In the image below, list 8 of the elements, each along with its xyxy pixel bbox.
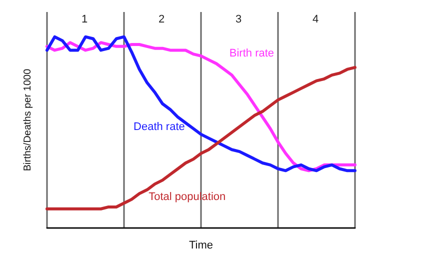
y-axis-title: Births/Deaths per 1000 <box>22 68 34 172</box>
series-label: Death rate <box>134 121 185 134</box>
text: 2 <box>158 14 165 26</box>
x-axis-title: Time <box>188 240 214 252</box>
text: 3 <box>236 14 242 26</box>
series-label: Birth rate <box>229 48 274 60</box>
text: 1 <box>82 14 88 26</box>
text: 4 <box>312 14 319 26</box>
